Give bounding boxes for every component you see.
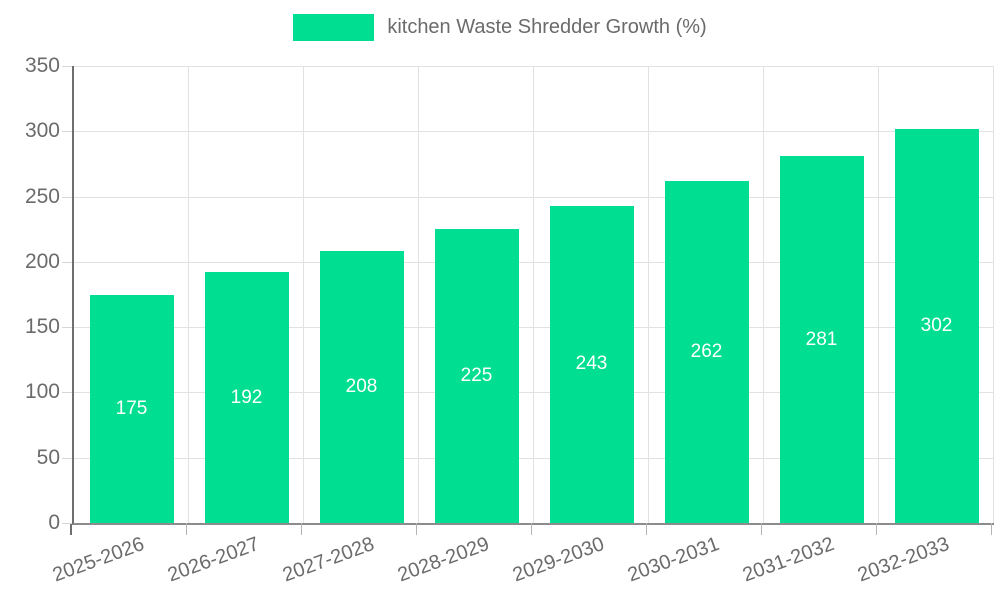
x-tick-label: 2032-2033 <box>854 533 953 587</box>
x-tick-label: 2028-2029 <box>394 533 493 587</box>
bar-2031-2032: 281 <box>779 156 864 523</box>
v-gridline <box>188 66 189 523</box>
x-tick-label: 2030-2031 <box>624 533 723 587</box>
bar-2025-2026: 175 <box>89 294 174 523</box>
bar-value-label: 243 <box>575 353 608 375</box>
plot-area: 175 192 208 225 243 262 281 302 <box>72 66 994 525</box>
x-tick-mark <box>531 523 532 535</box>
y-tick-label: 350 <box>24 54 60 77</box>
h-gridline <box>74 392 994 394</box>
x-tick-label: 2031-2032 <box>739 533 838 587</box>
x-tick-mark <box>186 523 187 535</box>
h-gridline <box>74 66 994 67</box>
bar-2029-2030: 243 <box>549 205 634 523</box>
y-tick-label: 100 <box>24 380 60 404</box>
x-tick-mark <box>876 523 877 535</box>
bar-value-label: 281 <box>805 328 838 350</box>
y-tick-label: 50 <box>36 445 60 469</box>
h-gridline <box>74 457 994 459</box>
x-tick-label: 2025-2026 <box>49 533 148 587</box>
bar-2027-2028: 208 <box>319 251 404 523</box>
y-tick-label: 150 <box>24 315 60 339</box>
bar-2030-2031: 262 <box>664 180 749 523</box>
x-tick-label: 2027-2028 <box>279 533 378 587</box>
h-gridline <box>74 196 994 198</box>
y-axis-tick-tail <box>70 523 72 535</box>
y-tick-mark <box>62 457 72 459</box>
bar-value-label: 192 <box>230 386 263 408</box>
h-gridline <box>74 327 994 329</box>
y-tick-mark <box>62 261 72 263</box>
y-tick-mark <box>62 523 72 524</box>
y-tick-mark <box>62 327 72 329</box>
bar-value-label: 262 <box>690 340 723 362</box>
h-gridline <box>74 131 994 133</box>
v-gridline <box>993 66 994 523</box>
bar-value-label: 225 <box>460 365 493 387</box>
y-tick-mark <box>62 131 72 133</box>
v-gridline <box>648 66 649 523</box>
legend-label: kitchen Waste Shredder Growth (%) <box>387 16 707 38</box>
y-tick-label: 250 <box>24 184 60 208</box>
bar-value-label: 208 <box>345 376 378 398</box>
bar-2032-2033: 302 <box>894 128 979 523</box>
y-tick-label: 300 <box>24 119 60 143</box>
x-tick-mark <box>761 523 762 535</box>
bar-value-label: 302 <box>920 314 953 336</box>
v-gridline <box>763 66 764 523</box>
bar-2026-2027: 192 <box>204 272 289 523</box>
y-tick-label: 200 <box>24 249 60 273</box>
bar-value-label: 175 <box>115 397 148 419</box>
y-tick-label: 0 <box>48 511 60 534</box>
legend[interactable]: kitchen Waste Shredder Growth (%) <box>0 14 1000 41</box>
x-tick-mark <box>991 523 992 535</box>
bar-2028-2029: 225 <box>434 229 519 523</box>
y-tick-mark <box>62 196 72 198</box>
x-tick-mark <box>301 523 302 535</box>
v-gridline <box>303 66 304 523</box>
v-gridline <box>878 66 879 523</box>
x-tick-label: 2029-2030 <box>509 533 608 587</box>
x-tick-label: 2026-2027 <box>164 533 263 587</box>
v-gridline <box>418 66 419 523</box>
x-tick-mark <box>646 523 647 535</box>
y-tick-mark <box>62 392 72 394</box>
v-gridline <box>533 66 534 523</box>
h-gridline <box>74 261 994 263</box>
x-tick-mark <box>416 523 417 535</box>
y-tick-mark <box>62 66 72 67</box>
legend-swatch <box>293 14 375 41</box>
